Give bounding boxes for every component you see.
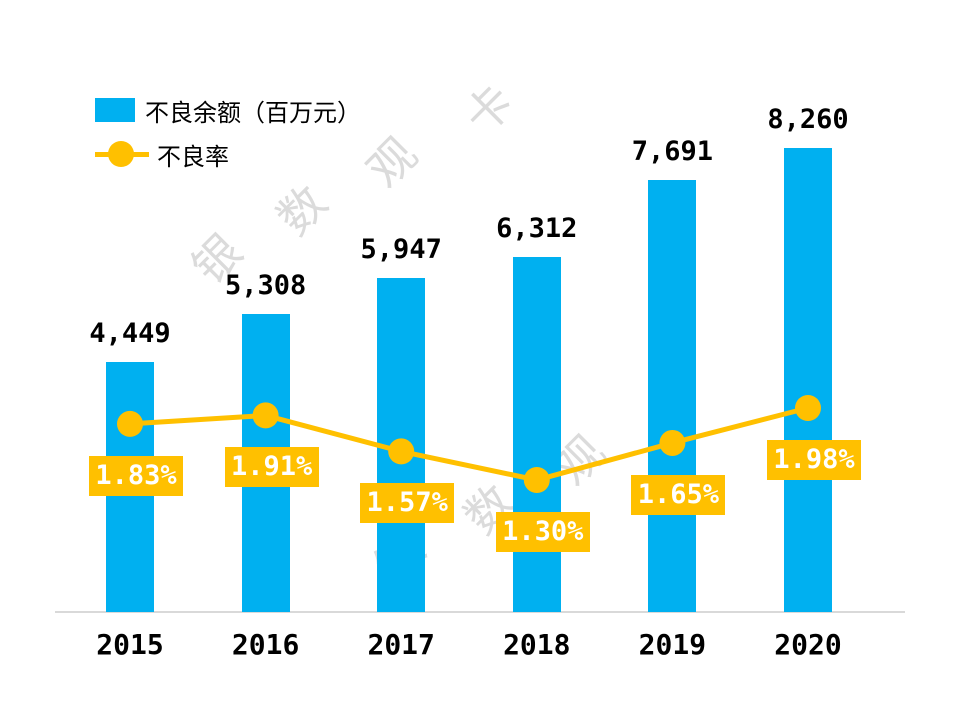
bar-value-label-2020: 8,260 (767, 104, 849, 135)
rate-marker-2019 (659, 429, 686, 456)
rate-marker-2016 (252, 402, 279, 429)
bar-series-label: 不良余额（百万元） (145, 98, 361, 127)
bar-2019 (648, 179, 697, 612)
x-axis-label-2016: 2016 (231, 628, 300, 661)
bar-value-label-2015: 4,449 (89, 318, 171, 350)
bar-value-label-2016: 5,308 (224, 269, 307, 301)
bar-series-swatch (95, 98, 135, 122)
x-axis-label-2018: 2018 (503, 628, 571, 661)
rate-label-2015: 1.83% (89, 455, 183, 496)
legend-item-bar: 不良余额（百万元） (95, 94, 361, 127)
rate-line (129, 405, 809, 483)
x-axis-label-2017: 2017 (367, 628, 435, 661)
bar-value-label-2018: 6,312 (496, 213, 578, 245)
line-swatch-marker-icon (108, 141, 134, 167)
x-axis-line (55, 611, 905, 613)
x-axis-label-2019: 2019 (638, 628, 707, 661)
rate-marker-2017 (388, 438, 415, 465)
legend-item-line: 不良率 (95, 138, 361, 171)
rate-marker-2015 (117, 410, 143, 437)
bar-2018 (512, 257, 561, 612)
rate-label-2020: 1.98% (767, 440, 861, 480)
bar-value-label-2019: 7,691 (631, 135, 714, 167)
rate-label-2019: 1.65% (631, 474, 726, 515)
rate-label-2018: 1.30% (495, 512, 590, 552)
rate-label-2017: 1.57% (360, 483, 455, 524)
rate-label-2016: 1.91% (224, 447, 319, 488)
line-series-label: 不良率 (157, 142, 229, 171)
x-axis-label-2015: 2015 (96, 628, 164, 661)
rate-marker-2018 (523, 467, 550, 493)
bar-2020 (784, 148, 832, 612)
rate-marker-2020 (795, 395, 821, 421)
x-axis-label-2020: 2020 (774, 628, 842, 661)
bar-value-label-2017: 5,947 (360, 233, 442, 265)
legend: 不良余额（百万元） 不良率 (95, 94, 361, 182)
line-series-swatch (95, 140, 149, 168)
